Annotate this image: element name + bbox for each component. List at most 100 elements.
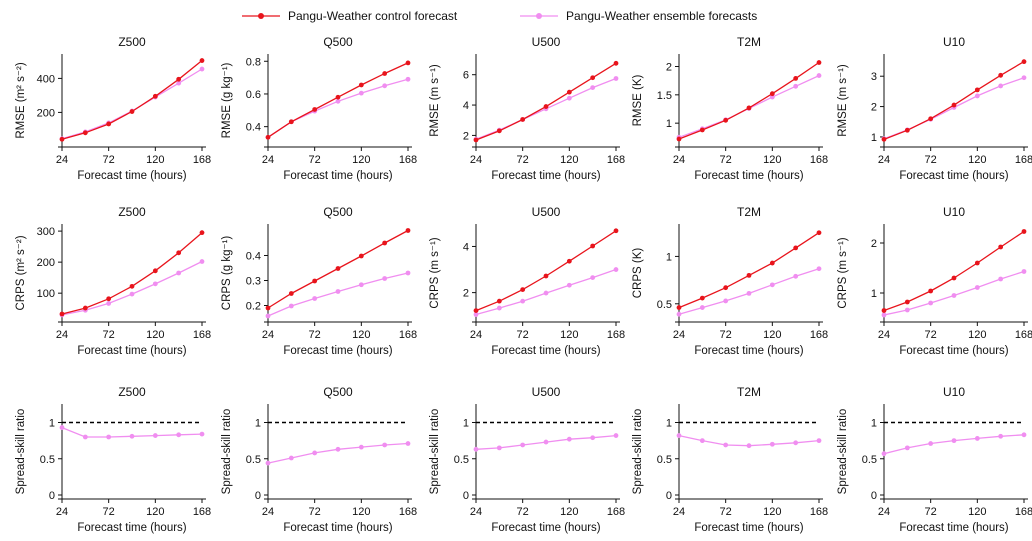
data-point-control	[676, 136, 682, 142]
data-point-ensemble	[566, 95, 572, 101]
data-point-ensemble	[335, 98, 341, 104]
y-tick-label: 200	[37, 107, 55, 119]
y-axis-label: Spread-skill ratio	[221, 409, 233, 495]
panel-spread-skill-u10: U10 24 72 120 168 Forecast time (hours) 0 0.5 1 S…	[837, 385, 1032, 534]
data-point-ensemble	[288, 303, 294, 309]
data-point-control	[904, 127, 910, 133]
x-tick-label: 24	[262, 506, 274, 518]
data-point-ensemble	[152, 281, 158, 287]
x-axis-label: Forecast time (hours)	[283, 170, 392, 182]
panel-crps-q500: Q500 24 72 120 168 Forecast time (hours) 0.2 0.…	[221, 205, 417, 357]
x-tick-label: 120	[968, 154, 986, 166]
data-point-control	[82, 305, 88, 311]
data-point-control	[1021, 59, 1027, 65]
data-point-control	[520, 287, 526, 293]
x-tick-label: 120	[352, 329, 370, 341]
data-point-ensemble	[793, 440, 799, 446]
data-point-control	[699, 127, 705, 133]
data-point-control	[746, 105, 752, 111]
data-point-ensemble	[288, 455, 294, 461]
data-point-control	[543, 104, 549, 109]
series-line-control	[475, 230, 617, 312]
y-tick-label: 0.5	[862, 454, 877, 466]
y-axis-label: CRPS (m s⁻¹)	[429, 237, 441, 308]
data-point-ensemble	[816, 266, 822, 272]
series-line-ensemble	[883, 434, 1025, 455]
data-point-control	[82, 130, 88, 136]
x-axis-label: Forecast time (hours)	[899, 170, 1008, 182]
x-tick-label: 24	[56, 506, 68, 518]
data-point-ensemble	[382, 83, 388, 89]
data-point-ensemble	[382, 276, 388, 281]
data-point-control	[613, 228, 619, 234]
data-point-ensemble	[265, 313, 271, 319]
data-point-control	[566, 89, 572, 95]
data-point-control	[793, 245, 799, 251]
x-tick-label: 24	[673, 506, 685, 518]
data-point-ensemble	[265, 460, 271, 466]
panel-crps-z500: Z500 24 72 120 168 Forecast time (hours) 100 20…	[15, 205, 211, 357]
panel-title: Q500	[323, 385, 353, 399]
y-tick-label: 1.5	[657, 90, 672, 102]
panel-spread-skill-q500: Q500 24 72 120 168 Forecast time (hours) 0 0.5 1…	[221, 385, 417, 534]
data-point-ensemble	[312, 450, 318, 456]
panel-rmse-u10: U10 24 72 120 168 Forecast time (hours) 1 2 3 RMS…	[837, 35, 1032, 182]
x-tick-label: 168	[193, 329, 211, 341]
y-tick-label: 2	[463, 288, 469, 300]
data-point-control	[613, 60, 619, 66]
data-point-ensemble	[543, 290, 549, 296]
y-tick-label: 0.2	[246, 301, 261, 313]
x-tick-label: 72	[103, 506, 115, 518]
x-tick-label: 72	[103, 154, 115, 166]
data-point-ensemble	[496, 445, 502, 451]
data-point-ensemble	[881, 451, 887, 457]
x-tick-label: 168	[193, 506, 211, 518]
data-point-ensemble	[699, 305, 705, 310]
data-point-ensemble	[590, 275, 596, 281]
data-point-control	[974, 260, 980, 266]
series-line-ensemble	[267, 78, 409, 138]
data-point-control	[496, 128, 502, 134]
x-tick-label: 72	[517, 329, 529, 341]
y-tick-label: 4	[463, 100, 469, 112]
x-tick-label: 120	[146, 506, 164, 518]
data-point-control	[59, 311, 65, 317]
series-line-control	[883, 230, 1025, 312]
data-point-control	[473, 137, 479, 143]
y-tick-label: 6	[463, 70, 469, 82]
data-point-control	[974, 87, 980, 93]
y-tick-label: 1	[871, 418, 877, 430]
data-point-ensemble	[816, 73, 822, 78]
y-tick-label: 1	[666, 418, 672, 430]
x-tick-label: 168	[1015, 329, 1032, 341]
y-tick-label: 3	[871, 71, 877, 83]
x-axis-label: Forecast time (hours)	[694, 345, 803, 357]
panel-spread-skill-z500: Z500 24 72 120 168 Forecast time (hours) 0 0.5 1…	[15, 385, 211, 534]
data-point-ensemble	[1021, 432, 1027, 438]
x-tick-label: 120	[763, 506, 781, 518]
data-point-ensemble	[746, 443, 752, 449]
series-line-control	[678, 61, 820, 140]
x-tick-label: 72	[720, 506, 732, 518]
legend-control-label: Pangu-Weather control forecast	[288, 9, 458, 23]
x-axis-label: Forecast time (hours)	[283, 522, 392, 534]
data-point-ensemble	[793, 273, 799, 279]
x-tick-label: 168	[1015, 154, 1032, 166]
data-point-ensemble	[129, 433, 135, 439]
data-point-control	[881, 308, 887, 313]
data-point-ensemble	[928, 441, 934, 446]
data-point-ensemble	[335, 446, 341, 452]
data-point-ensemble	[199, 66, 205, 72]
legend-ensemble-label: Pangu-Weather ensemble forecasts	[566, 9, 757, 23]
y-tick-label: 4	[463, 241, 469, 253]
data-point-control	[881, 136, 887, 142]
data-point-ensemble	[543, 439, 549, 445]
x-tick-label: 24	[56, 154, 68, 166]
data-point-ensemble	[358, 282, 364, 288]
x-tick-label: 72	[103, 329, 115, 341]
data-point-ensemble	[496, 305, 502, 311]
x-axis-label: Forecast time (hours)	[77, 522, 186, 534]
y-tick-label: 0.5	[246, 454, 261, 466]
